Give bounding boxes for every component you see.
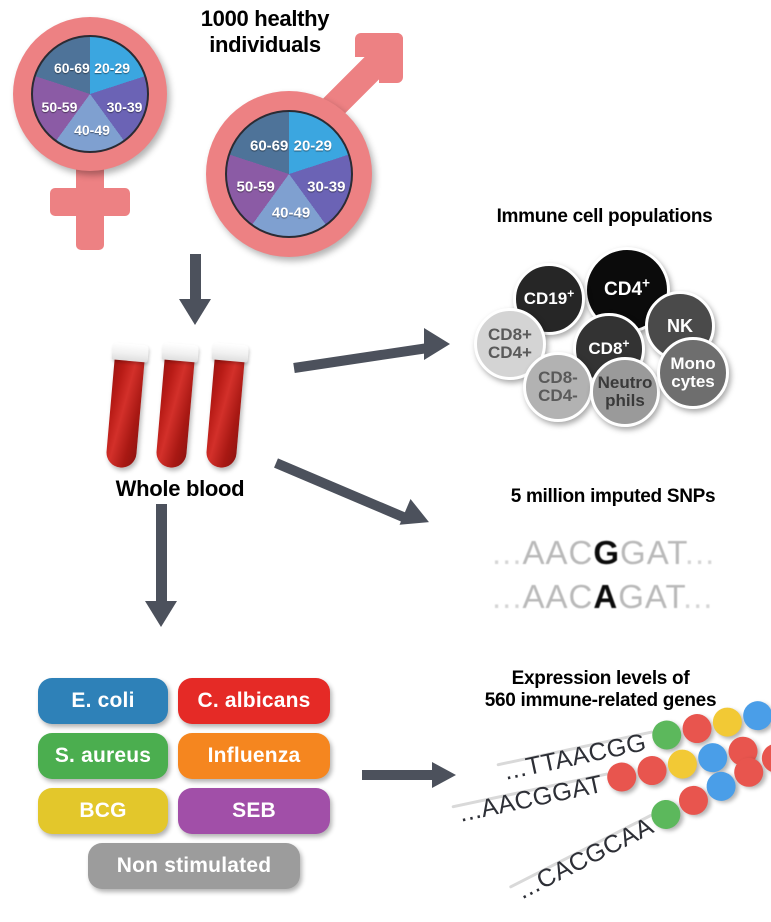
whole-blood-label: Whole blood: [115, 476, 245, 501]
stimulus-influenza[interactable]: Influenza: [178, 733, 330, 779]
age-group-label-30-39: 30-39: [106, 98, 143, 115]
tube-neck: [161, 342, 199, 363]
age-group-label-30-39: 30-39: [307, 178, 346, 196]
stimulus-s-aureus[interactable]: S. aureus: [38, 733, 168, 779]
tube-body: [105, 354, 145, 469]
age-group-label-60-69: 60-69: [53, 60, 90, 77]
strand-sequence: ...CACGCAA: [512, 811, 659, 905]
age-group-label-50-59: 50-59: [41, 98, 78, 115]
immune-cell-neutrophils: Neutro phils: [590, 357, 660, 427]
stimulus-bcg[interactable]: BCG: [38, 788, 168, 834]
immune-title: Immune cell populations: [496, 206, 713, 227]
genes-title: Expression levels of 560 immune-related …: [484, 668, 717, 712]
stimulus-seb[interactable]: SEB: [178, 788, 330, 834]
age-group-label-60-69: 60-69: [249, 137, 289, 155]
gene-bead: [679, 711, 715, 746]
age-group-label-20-29: 20-29: [293, 137, 332, 155]
male-arrow-head-b: [379, 33, 403, 83]
age-group-label-50-59: 50-59: [236, 178, 275, 196]
age-group-label-20-29: 20-29: [94, 60, 131, 77]
page-title: 1000 healthy individuals: [200, 6, 330, 57]
stimulus-c-albicans[interactable]: C. albicans: [178, 678, 330, 724]
blood-tube: [205, 342, 249, 475]
age-group-label-40-49: 40-49: [271, 204, 311, 222]
immune-cell-monocytes: Mono cytes: [657, 337, 729, 409]
tube-neck: [111, 342, 149, 363]
age-group-label-40-49: 40-49: [74, 122, 110, 139]
female-stem-horizontal: [50, 188, 130, 216]
blood-tube: [155, 342, 199, 475]
tube-neck: [211, 342, 249, 363]
snps-title: 5 million imputed SNPs: [510, 486, 716, 507]
immune-cell-cd8-cd4: CD8- CD4-: [523, 352, 593, 422]
stimulus-non-stimulated[interactable]: Non stimulated: [88, 843, 300, 889]
gene-bead: [649, 717, 684, 753]
tube-body: [205, 354, 245, 469]
blood-tube: [105, 342, 149, 475]
snp-sequence-row: ...AACAGAT...: [492, 578, 714, 615]
tube-body: [155, 354, 195, 469]
age-pie-female: 20-29 30-39 40-49 50-59 60-69: [31, 35, 149, 153]
age-pie-male: 20-29 30-39 40-49 50-59 60-69: [225, 110, 353, 238]
snp-sequence-row: ...AACGGAT...: [492, 534, 716, 571]
stimulus-e-coli[interactable]: E. coli: [38, 678, 168, 724]
